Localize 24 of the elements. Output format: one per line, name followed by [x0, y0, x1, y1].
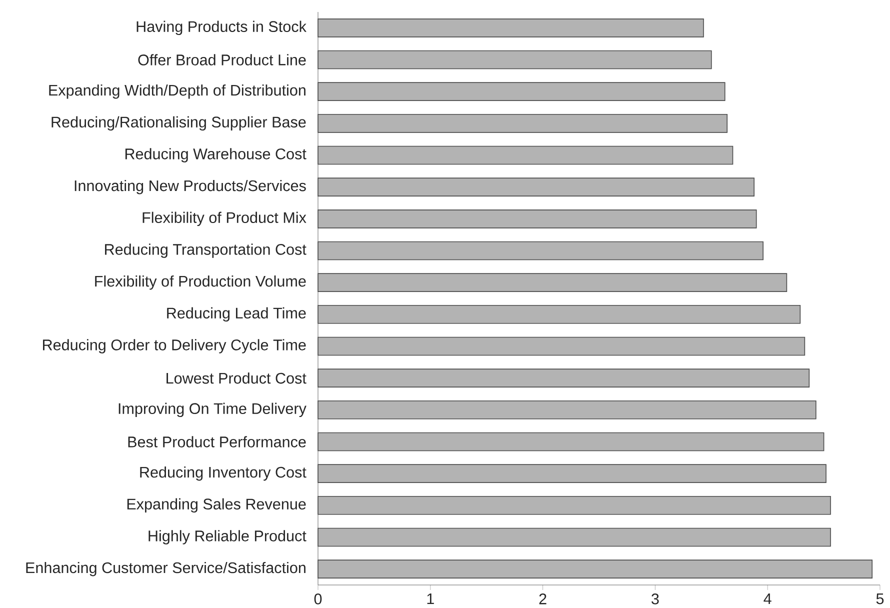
y-tick-label: Innovating New Products/Services: [74, 180, 306, 194]
y-tick-label: Reducing Transportation Cost: [105, 244, 306, 258]
y-tick-label: Reducing Order to Delivery Cycle Time: [43, 339, 306, 354]
y-tick-label: Highly Reliable Product: [148, 530, 306, 545]
y-tick-label: Lowest Product Cost: [166, 372, 306, 384]
y-tick-label: Improving On Time Delivery: [118, 402, 306, 418]
y-tick-label: Expanding Width/Depth of Distribution: [49, 84, 306, 99]
x-tick-label: 4: [764, 594, 772, 604]
y-tick-label: Reducing/Rationalising Supplier Base: [52, 116, 306, 131]
y-tick-label: Reducing Inventory Cost: [140, 466, 306, 481]
x-tick-label: 3: [652, 594, 659, 605]
y-tick-label: Expanding Sales Revenue: [127, 498, 306, 513]
y-tick-label: Having Products in Stock: [136, 20, 306, 36]
y-tick-label: Offer Broad Product Line: [138, 54, 306, 66]
y-tick-label: Flexibility of Production Volume: [95, 276, 306, 290]
y-tick-label: Flexibility of Product Mix: [142, 212, 306, 226]
y-tick-label: Reducing Warehouse Cost: [125, 148, 306, 163]
y-tick-label: Reducing Lead Time: [167, 307, 306, 322]
x-tick-label: 5: [876, 594, 884, 604]
x-tick-label: 0: [314, 594, 322, 605]
y-tick-label: Best Product Performance: [128, 436, 306, 448]
x-tick-label: 1: [427, 594, 434, 604]
x-tick-label: 2: [539, 594, 546, 604]
y-tick-label: Enhancing Customer Service/Satisfaction: [26, 562, 306, 576]
